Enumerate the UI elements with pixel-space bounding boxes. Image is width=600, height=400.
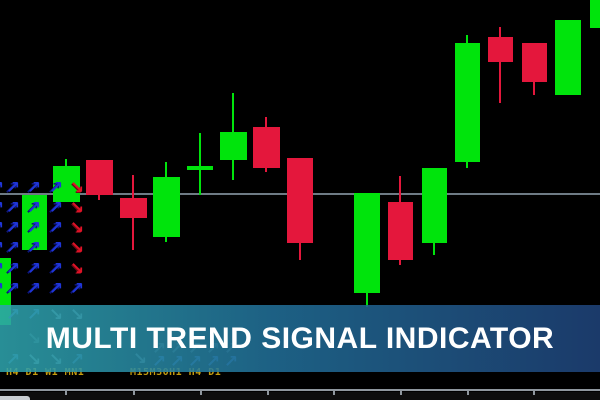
trend-arrow-up-icon: ↗ (5, 178, 21, 198)
candle-body (287, 158, 313, 243)
axis-tick (65, 391, 67, 395)
trend-arrow-up-icon: ↗ (0, 220, 6, 237)
timeframe-label-middle: M15M30H1 H4 D1 (130, 367, 222, 378)
axis-tick (533, 391, 535, 395)
candle-wick (265, 168, 267, 172)
trend-arrow-down-icon: ↘ (69, 238, 85, 258)
candle-wick (199, 133, 201, 166)
candle-wick (466, 162, 468, 168)
trend-arrow-up-icon: ↗ (26, 279, 42, 299)
trend-arrow-up-icon: ↗ (0, 281, 6, 298)
candle-body (120, 198, 147, 218)
candle-wick (132, 175, 134, 198)
candle-body (220, 132, 247, 160)
candle-wick (232, 160, 234, 180)
trend-arrow-up-icon: ↗ (69, 279, 85, 299)
candle-wick (499, 27, 501, 37)
candle-wick (232, 93, 234, 132)
candle-body (388, 202, 413, 260)
candle-body (53, 166, 80, 202)
candle-wick (433, 243, 435, 255)
candle-wick (165, 162, 167, 177)
trend-arrow-up-icon: ↗ (5, 279, 21, 299)
trend-arrow-up-icon: ↗ (48, 178, 64, 198)
trend-arrow-down-icon: ↘ (69, 218, 85, 238)
trend-arrow-down-icon: ↘ (69, 178, 85, 198)
candle-wick (299, 243, 301, 260)
candle-body (187, 166, 213, 170)
axis-tick (133, 391, 135, 395)
trend-arrow-up-icon: ↗ (48, 238, 64, 258)
trend-arrow-up-icon: ↗ (26, 198, 42, 218)
candle-wick (165, 237, 167, 242)
axis-tick (333, 391, 335, 395)
trend-arrow-up-icon: ↗ (48, 198, 64, 218)
candle-wick (366, 293, 368, 307)
trend-arrow-up-icon: ↗ (5, 259, 21, 279)
trend-arrow-up-icon: ↗ (5, 198, 21, 218)
axis-tick (267, 391, 269, 395)
trend-arrow-up-icon: ↗ (26, 218, 42, 238)
candle-body (488, 37, 513, 62)
candle-body (422, 168, 447, 243)
candle-wick (533, 82, 535, 95)
trend-arrow-up-icon: ↗ (0, 180, 6, 197)
candle-body (555, 20, 581, 95)
trend-arrow-down-icon: ↘ (69, 198, 85, 218)
candle-body (590, 0, 600, 28)
candle-wick (499, 62, 501, 103)
trend-arrow-up-icon: ↗ (26, 178, 42, 198)
axis-tick (467, 391, 469, 395)
trend-arrow-up-icon: ↗ (5, 238, 21, 258)
banner-title: MULTI TREND SIGNAL INDICATOR (45, 321, 555, 355)
trend-arrow-up-icon: ↗ (48, 218, 64, 238)
banner: MULTI TREND SIGNAL INDICATOR (0, 305, 600, 372)
scrollbar-corner (0, 396, 30, 400)
axis-tick (400, 391, 402, 395)
axis-tick (200, 391, 202, 395)
trend-arrow-up-icon: ↗ (48, 279, 64, 299)
candle-wick (98, 195, 100, 200)
candle-body (86, 160, 113, 195)
candle-wick (65, 159, 67, 166)
trend-arrow-up-icon: ↗ (5, 218, 21, 238)
trend-arrow-up-icon: ↗ (48, 259, 64, 279)
trend-arrow-up-icon: ↗ (0, 240, 6, 257)
candle-body (0, 258, 11, 325)
candle-wick (132, 218, 134, 250)
trend-arrow-up-icon: ↗ (26, 238, 42, 258)
timeframe-label-left: H4 D1 W1 MN1 (6, 367, 85, 378)
candle-wick (466, 35, 468, 43)
candle-body (153, 177, 180, 237)
time-axis-line (0, 389, 600, 391)
candle-body (354, 193, 380, 293)
candle-body (455, 43, 480, 162)
candle-body (22, 195, 47, 250)
candle-wick (265, 117, 267, 127)
candle-wick (399, 260, 401, 265)
candle-wick (399, 176, 401, 202)
bottom-strip (0, 392, 600, 400)
trend-arrow-up-icon: ↗ (0, 200, 6, 217)
trend-arrow-up-icon: ↗ (26, 259, 42, 279)
candle-body (522, 43, 547, 82)
trend-arrow-up-icon: ↗ (0, 261, 6, 278)
trend-arrow-down-icon: ↘ (69, 259, 85, 279)
candle-body (253, 127, 280, 168)
candle-wick (199, 170, 201, 195)
